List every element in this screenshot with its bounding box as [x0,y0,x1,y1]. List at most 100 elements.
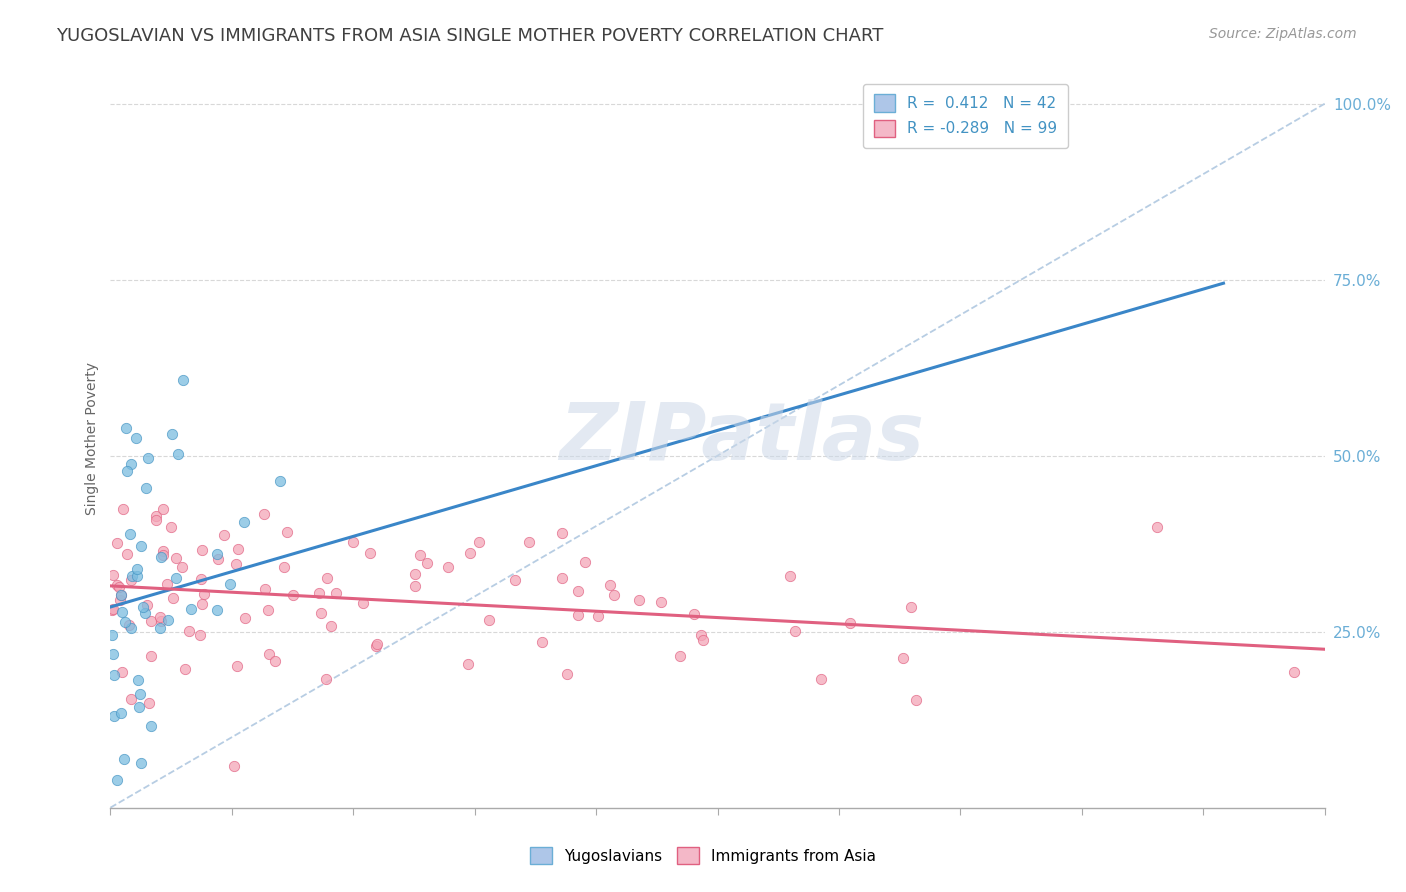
Point [257,603,280,617]
Point [152,502,174,516]
Point [152,544,174,558]
Point [112,752,135,766]
Point [121,569,143,583]
Legend: Yugoslavians, Immigrants from Asia: Yugoslavians, Immigrants from Asia [522,838,884,873]
Point [567,608,589,623]
Point [166,447,188,461]
Point [145,508,167,523]
Point [810,672,832,686]
Point [101,628,124,642]
Point [172,559,194,574]
Point [321,619,343,633]
Point [359,546,381,560]
Point [308,585,330,599]
Point [779,568,801,582]
Point [162,591,184,606]
Point [150,615,173,629]
Point [517,535,540,549]
Point [404,579,426,593]
Point [110,588,132,602]
Point [253,508,276,522]
Point [218,577,240,591]
Point [127,673,149,688]
Point [131,539,153,553]
Point [128,699,150,714]
Point [531,635,554,649]
Point [138,696,160,710]
Point [783,624,806,639]
Point [105,536,128,550]
Point [325,586,347,600]
Point [226,541,249,556]
Point [207,551,229,566]
Point [574,556,596,570]
Point [150,550,173,565]
Y-axis label: Single Mother Poverty: Single Mother Poverty [86,361,100,515]
Point [205,603,228,617]
Point [276,524,298,539]
Point [309,606,332,620]
Point [129,687,152,701]
Point [1284,665,1306,679]
Point [269,474,291,488]
Point [416,556,439,570]
Point [191,543,214,558]
Legend: R =  0.412   N = 42, R = -0.289   N = 99: R = 0.412 N = 42, R = -0.289 N = 99 [863,84,1069,148]
Point [207,547,229,561]
Point [111,665,134,679]
Point [683,607,706,621]
Point [586,608,609,623]
Point [110,706,132,721]
Point [156,614,179,628]
Point [129,756,152,770]
Point [437,560,460,574]
Point [567,584,589,599]
Point [551,571,574,585]
Point [105,772,128,787]
Point [905,693,928,707]
Point [669,648,692,663]
Point [149,610,172,624]
Point [125,431,148,445]
Point [190,572,212,586]
Point [152,549,174,563]
Point [114,615,136,630]
Point [839,615,862,630]
Point [111,605,134,619]
Point [315,672,337,686]
Point [112,502,135,516]
Point [364,640,387,654]
Point [602,588,624,602]
Point [103,668,125,682]
Point [226,659,249,673]
Text: ZIPatlas: ZIPatlas [560,399,924,477]
Point [628,593,651,607]
Point [177,624,200,638]
Point [193,587,215,601]
Point [136,451,159,466]
Point [172,373,194,387]
Point [233,611,256,625]
Point [173,662,195,676]
Point [165,550,187,565]
Point [283,588,305,602]
Point [103,602,125,616]
Point [110,588,132,602]
Point [134,607,156,621]
Point [160,426,183,441]
Point [316,571,339,585]
Point [118,527,141,541]
Point [505,573,527,587]
Point [551,526,574,541]
Point [120,622,142,636]
Point [352,596,374,610]
Point [141,648,163,663]
Point [105,578,128,592]
Point [103,647,125,661]
Point [141,719,163,733]
Point [115,463,138,477]
Point [214,528,236,542]
Point [139,614,162,628]
Point [404,567,426,582]
Point [342,535,364,549]
